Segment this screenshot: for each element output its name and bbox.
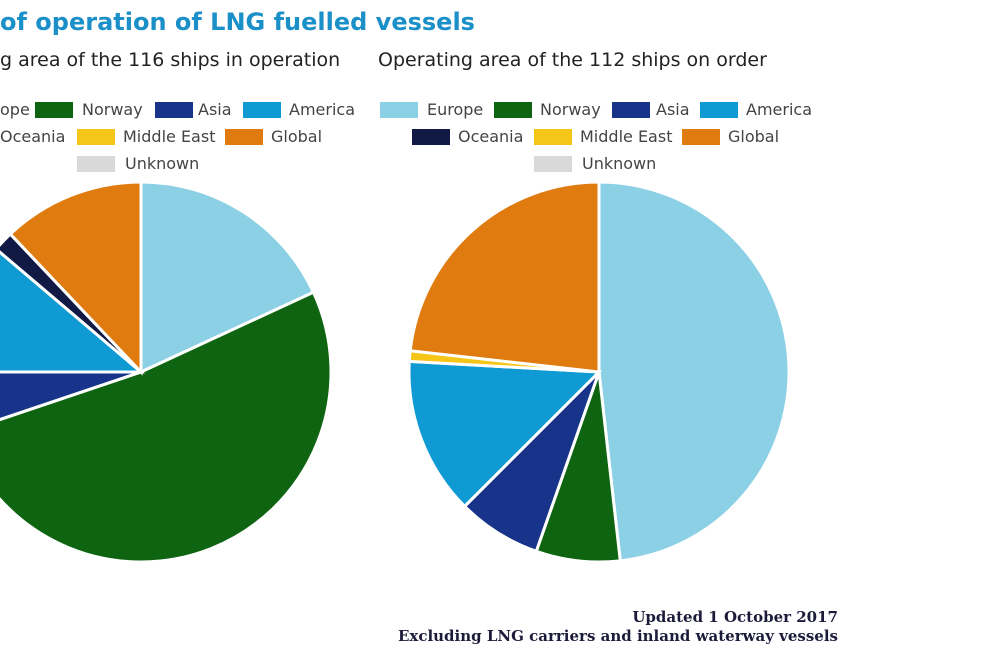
legend-label: Middle East [580,127,673,146]
pie-slice-europe [139,180,316,375]
legend-label: Unknown [582,154,657,173]
legend-swatch-america [700,102,738,118]
legend-swatch-middle-east [534,129,572,145]
pie-slice-norway [0,290,333,564]
legend-label: Global [728,127,780,146]
pie-slice-europe [597,180,791,563]
legend-label: America [746,100,812,119]
legend-swatch-asia [612,102,650,118]
updated-note: Updated 1 October 2017 [632,608,838,626]
exclusion-note: Excluding LNG carriers and inland waterw… [397,627,838,645]
legend-label: Oceania [0,127,66,146]
legend-label: Middle East [123,127,216,146]
legend-swatch-global [225,129,263,145]
legend-label: Global [271,127,323,146]
legend-label: Asia [656,100,690,119]
legend-label: Unknown [125,154,200,173]
legend-swatch-oceania [412,129,450,145]
legend-swatch-middle-east [77,129,115,145]
legend-label: ope [0,100,30,119]
pie-slice-global [408,180,601,374]
pie-slice-asia [0,370,142,422]
left-chart-subtitle: g area of the 116 ships in operation [0,49,341,71]
legend-swatch-unknown [77,156,115,172]
chart-title: of operation of LNG fuelled vessels [0,8,475,36]
right-chart-subtitle: Operating area of the 112 ships on order [378,49,767,71]
legend-label: Asia [198,100,232,119]
pie-slice-global [8,180,143,376]
legend-label: Norway [540,100,601,119]
legend-label: America [289,100,355,119]
legend-label: Oceania [458,127,524,146]
legend-swatch-asia [155,102,193,118]
legend-swatch-norway [494,102,532,118]
legend-swatch-america [243,102,281,118]
legend-swatch-unknown [534,156,572,172]
legend-label: Norway [82,100,143,119]
legend-swatch-europe [380,102,418,118]
legend-swatch-global [682,129,720,145]
legend-swatch-norway [35,102,73,118]
pie-slice-america [407,359,603,509]
legend-label: Europe [427,100,484,119]
